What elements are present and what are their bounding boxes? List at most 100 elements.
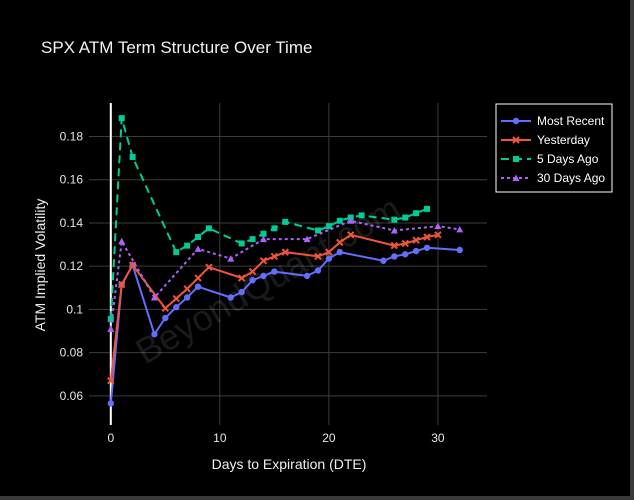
data-point-yesterday — [194, 274, 202, 282]
data-point-30-days-ago — [227, 255, 235, 262]
y-tick-label: 0.1 — [66, 302, 83, 316]
data-point-yesterday — [128, 261, 137, 269]
data-point-most-recent — [336, 248, 343, 256]
legend-marker — [512, 174, 520, 181]
data-point-yesterday-stroke — [172, 294, 180, 303]
data-point-30-days-ago — [107, 325, 115, 332]
data-point-most-recent — [162, 314, 169, 322]
legend-marker-stroke — [512, 136, 520, 144]
data-point-5-days-ago — [238, 240, 245, 247]
data-point-yesterday-stroke — [259, 257, 268, 265]
y-tick-label: 0.06 — [60, 389, 84, 403]
x-tick-label: 20 — [322, 431, 336, 445]
tick-layer: 0.06 0.08 0.1 0.12 0.14 0.16 0.18 0 10 20 30 — [60, 129, 445, 445]
y-axis-title: ATM Implied Volatility — [32, 199, 48, 332]
x-tick-label: 10 — [213, 431, 227, 445]
chart-title: SPX ATM Term Structure Over Time — [41, 38, 313, 57]
data-point-yesterday — [336, 238, 344, 247]
data-point-yesterday-stroke — [390, 241, 399, 250]
data-point-yesterday-stroke — [423, 233, 431, 241]
data-point-5-days-ago — [314, 227, 321, 234]
data-point-30-days-ago — [434, 222, 442, 230]
series-layer — [107, 115, 464, 407]
legend-label: Yesterday — [537, 133, 590, 147]
data-point-yesterday-stroke — [336, 238, 344, 247]
data-point-5-days-ago — [282, 218, 289, 225]
data-point-5-days-ago — [129, 154, 136, 161]
legend-item-yesterday: Yesterday — [501, 133, 590, 147]
data-point-yesterday — [390, 241, 399, 250]
data-point-30-days-ago — [390, 227, 398, 234]
data-point-yesterday-stroke — [205, 263, 213, 271]
data-point-most-recent — [151, 331, 158, 338]
data-point-5-days-ago — [424, 205, 431, 212]
data-point-yesterday — [314, 252, 322, 261]
series-line-yesterday — [109, 233, 439, 381]
data-point-5-days-ago — [205, 225, 212, 232]
data-point-most-recent — [303, 272, 311, 280]
data-point-yesterday — [161, 304, 170, 313]
legend-marker — [512, 136, 520, 144]
data-point-most-recent — [227, 294, 234, 301]
data-point-most-recent — [173, 304, 180, 311]
data-point-most-recent — [456, 246, 463, 254]
data-point-30-days-ago — [194, 245, 202, 252]
data-point-yesterday-stroke — [434, 231, 442, 239]
data-point-yesterday-stroke — [237, 274, 246, 282]
data-point-yesterday — [237, 274, 246, 282]
data-point-yesterday — [118, 280, 126, 289]
data-point-30-days-ago — [303, 235, 311, 243]
legend-label: 30 Days Ago — [537, 171, 605, 185]
y-tick-label: 0.12 — [60, 259, 84, 273]
legend-item-most-recent: Most Recent — [501, 114, 605, 128]
data-point-yesterday-stroke — [401, 239, 409, 248]
series-most-recent — [107, 244, 463, 407]
y-tick-label: 0.14 — [60, 216, 84, 230]
data-point-most-recent — [391, 253, 398, 260]
data-point-yesterday-stroke — [161, 304, 170, 313]
data-point-most-recent — [314, 267, 322, 274]
legend: Most Recent Yesterday 5 Days Ago 30 Days Ag… — [495, 103, 613, 193]
data-point-yesterday-stroke — [118, 280, 126, 289]
data-point-30-days-ago — [259, 235, 267, 243]
data-point-yesterday-stroke — [270, 252, 279, 261]
data-point-5-days-ago — [391, 216, 398, 223]
data-point-yesterday — [270, 252, 279, 261]
data-point-most-recent — [249, 277, 256, 284]
data-point-5-days-ago — [358, 212, 365, 219]
data-point-yesterday-stroke — [183, 285, 191, 293]
data-point-30-days-ago — [347, 217, 355, 224]
y-tick-label: 0.18 — [60, 129, 84, 143]
legend-item-30-days-ago: 30 Days Ago — [501, 171, 605, 185]
y-tick-label: 0.08 — [60, 346, 84, 360]
data-point-yesterday — [325, 248, 333, 256]
legend-marker — [512, 117, 520, 125]
legend-label: Most Recent — [537, 114, 605, 128]
watermark: BeyondQuant.com — [129, 187, 408, 372]
data-point-most-recent — [380, 257, 387, 264]
legend-label: 5 Days Ago — [537, 152, 599, 166]
x-axis-title: Days to Expiration (DTE) — [212, 456, 367, 472]
data-point-5-days-ago — [249, 236, 256, 243]
legend-marker — [513, 156, 519, 162]
data-point-most-recent — [194, 283, 202, 290]
x-tick-label: 30 — [431, 431, 445, 445]
data-point-most-recent — [325, 255, 333, 262]
grid-layer — [89, 103, 487, 425]
data-point-yesterday — [248, 267, 257, 276]
data-point-yesterday — [259, 257, 268, 265]
data-point-5-days-ago — [271, 225, 278, 232]
data-point-yesterday-stroke — [325, 248, 333, 256]
data-point-yesterday — [423, 233, 431, 241]
data-point-yesterday-stroke — [128, 261, 137, 269]
data-point-5-days-ago — [325, 223, 332, 230]
data-point-5-days-ago — [336, 217, 343, 224]
data-point-5-days-ago — [402, 214, 409, 221]
data-point-most-recent — [423, 244, 431, 251]
data-point-yesterday-stroke — [281, 248, 289, 256]
data-point-yesterday — [205, 263, 213, 271]
data-point-yesterday-stroke — [314, 252, 322, 261]
series-30-days-ago — [107, 217, 464, 332]
data-point-30-days-ago — [150, 293, 158, 301]
